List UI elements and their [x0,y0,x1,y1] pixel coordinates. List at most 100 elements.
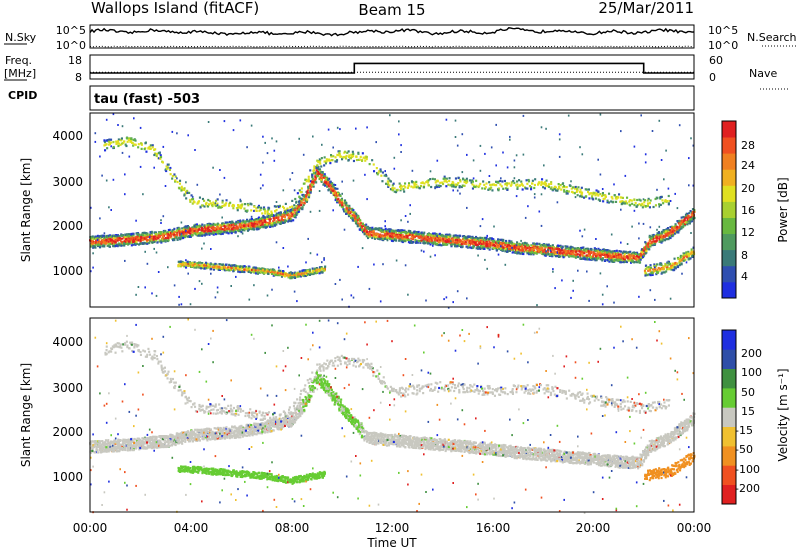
echo-cell [235,275,237,278]
echo-cell [176,177,178,180]
echo-cell [432,237,435,240]
echo-cell [150,230,153,233]
echo-cell [431,177,434,180]
echo-cell [279,269,282,272]
echo-cell [485,245,488,248]
echo-cell [399,189,402,192]
echo-cell [349,157,352,160]
echo-cell [516,241,519,244]
echo-cell [449,241,452,244]
echo-cell [282,221,285,224]
echo-cell [164,168,167,171]
echo-cell [247,266,250,269]
echo-cell [204,263,207,266]
echo-cell [587,188,590,191]
echo-cell [269,219,272,223]
echo-cell [476,244,479,247]
echo-cell [318,272,321,275]
echo-cell [239,119,242,122]
echo-cell [312,181,315,184]
echo-cell [522,153,525,156]
echo-cell [324,178,327,181]
echo-cell [382,228,385,232]
echo-cell [239,224,242,227]
echo-cell [162,235,165,238]
echo-cell [610,251,613,254]
echo-cell [463,236,466,240]
echo-cell [97,240,100,243]
echo-cell [188,191,191,194]
echo-cell [95,241,98,244]
echo-cell [196,230,199,233]
echo-cell [259,187,262,190]
echo-cell [180,189,183,192]
echo-cell [350,153,353,156]
echo-cell [249,224,252,227]
echo-cell [140,237,143,240]
echo-cell [247,225,250,228]
echo-cell [592,255,595,258]
echo-cell [287,216,290,219]
echo-cell [332,183,335,186]
echo-cell [116,234,119,237]
echo-cell [251,268,254,271]
echo-cell [282,247,285,249]
echo-cell [542,186,545,189]
echo-cell [186,260,189,263]
echo-cell [269,268,272,272]
echo-cell [283,212,286,215]
echo-cell [497,243,500,246]
echo-cell [218,232,221,235]
echo-cell [479,246,482,249]
echo-cell [528,180,531,183]
echo-cell [458,185,461,188]
echo-cell [304,274,307,277]
echo-cell [341,204,344,207]
echo-cell [436,159,439,162]
echo-cell [232,229,235,232]
echo-cell [353,211,356,214]
echo-cell [381,180,384,183]
echo-cell [363,224,366,228]
echo-cell [307,273,310,276]
echo-cell [488,181,491,184]
noise-panel: N.Sky 10^5 10^0 10^5 10^0 N.Search [4,24,798,52]
echo-cell [608,192,611,195]
echo-cell [309,210,312,213]
echo-cell [378,237,381,240]
echo-cell [473,237,476,240]
echo-cell [291,213,294,216]
echo-cell [322,174,325,177]
echo-cell [220,231,223,234]
echo-cell [358,158,361,161]
echo-cell [357,152,360,155]
echo-cell [361,222,364,225]
echo-cell [606,259,608,261]
echo-cell [138,233,141,236]
echo-cell [293,208,296,211]
echo-cell [224,266,227,269]
echo-cell [577,269,579,272]
echo-cell [117,124,119,126]
echo-cell [468,179,471,182]
echo-cell [174,235,177,238]
echo-cell [320,180,323,183]
echo-cell [325,158,328,161]
echo-cell [105,143,108,146]
echo-cell [120,137,123,140]
echo-cell [558,133,561,136]
echo-cell [98,235,101,238]
echo-cell [441,240,444,243]
echo-cell [533,252,536,255]
echo-cell [139,126,142,129]
echo-cell [430,185,433,189]
echo-cell [263,216,266,219]
echo-cell [483,236,486,239]
echo-cell [513,246,516,249]
noise-search-label: N.Search [747,31,797,44]
echo-cell [115,235,118,238]
echo-cell [368,163,371,166]
echo-cell [178,303,180,306]
echo-cell [613,183,615,186]
echo-cell [308,268,311,271]
